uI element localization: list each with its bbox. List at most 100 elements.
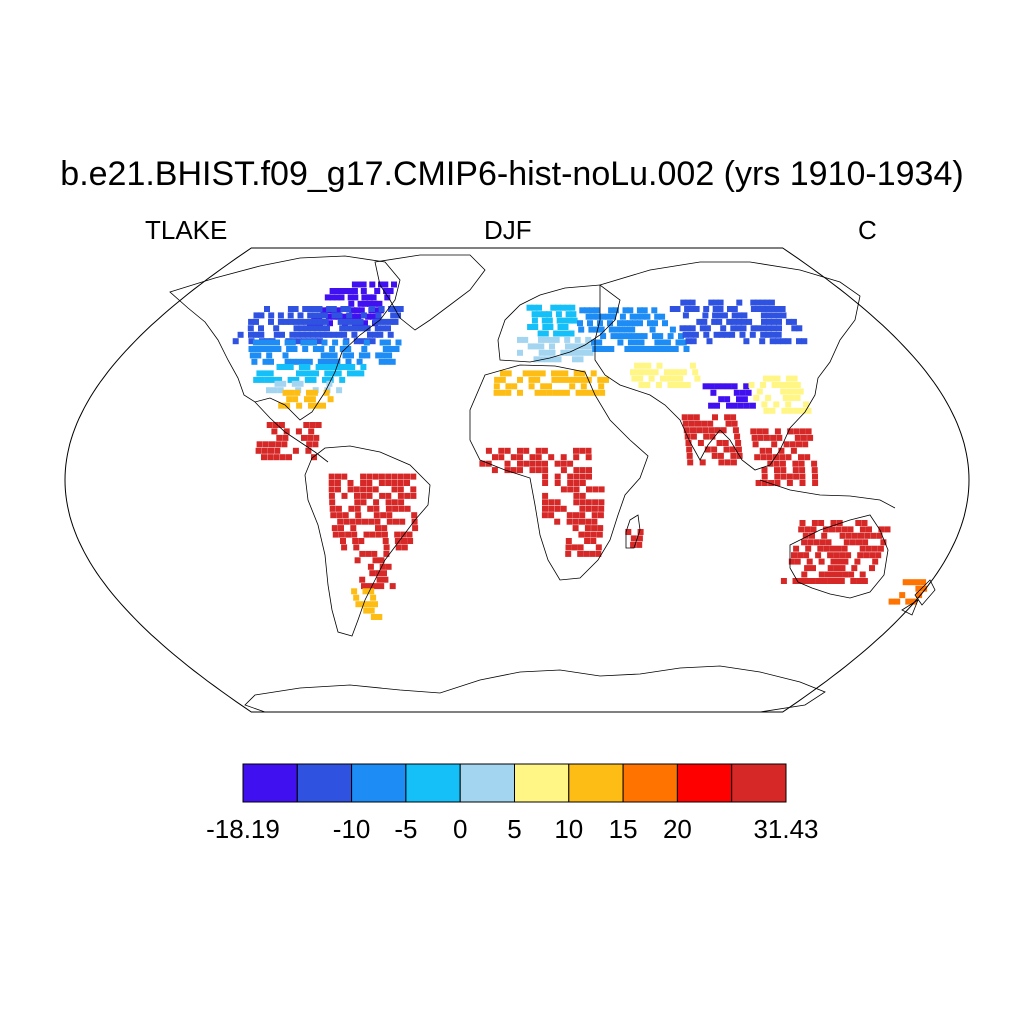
grid-cell: [323, 389, 330, 396]
colorbar-label: 10: [554, 814, 583, 844]
grid-cell: [293, 325, 300, 332]
grid-cell: [635, 346, 642, 352]
grid-cell: [810, 565, 816, 572]
grid-cell: [763, 375, 769, 382]
grid-cell: [760, 454, 767, 461]
grid-cell: [359, 338, 366, 345]
grid-cell: [785, 401, 792, 408]
grid-cell: [493, 389, 500, 396]
grid-cell: [369, 281, 376, 288]
grid-cell: [830, 558, 837, 565]
grid-cell: [687, 414, 694, 421]
grid-cell: [294, 389, 301, 396]
grid-cell: [382, 346, 389, 352]
grid-cell: [585, 447, 592, 454]
grid-cell: [815, 552, 822, 559]
grid-cell: [282, 389, 289, 396]
grid-cell: [827, 552, 834, 559]
grid-cell: [282, 318, 289, 325]
grid-cell: [712, 312, 719, 319]
grid-cell: [270, 346, 276, 352]
grid-cell: [286, 346, 293, 352]
grid-cell: [274, 447, 281, 454]
grid-cell: [567, 460, 574, 467]
grid-cell: [654, 339, 661, 346]
grid-cell: [274, 339, 280, 346]
grid-cell: [818, 571, 825, 578]
grid-cell: [340, 313, 347, 320]
grid-cell: [649, 326, 656, 333]
grid-cell: [548, 505, 555, 512]
grid-cell: [528, 383, 535, 390]
grid-cell: [313, 325, 320, 332]
grid-cell: [389, 358, 396, 365]
grid-cell: [554, 473, 561, 480]
grid-cell: [404, 492, 411, 499]
grid-cell: [393, 518, 399, 525]
grid-cell: [372, 601, 378, 608]
grid-cell: [567, 473, 574, 480]
grid-cell: [567, 486, 574, 493]
grid-cell: [579, 512, 586, 519]
grid-cell: [588, 307, 595, 314]
colorbar-label: 20: [663, 814, 692, 844]
coastline-indonesia: [759, 479, 896, 509]
grid-cell: [568, 376, 575, 383]
grid-cell: [355, 518, 362, 525]
grid-cell: [596, 339, 603, 346]
grid-cell: [714, 402, 720, 409]
grid-cell: [792, 578, 799, 584]
grid-cell: [849, 539, 856, 546]
grid-cell: [749, 402, 756, 409]
grid-cell: [842, 571, 849, 578]
grid-cell: [680, 339, 687, 346]
grid-cell: [736, 318, 743, 325]
grid-cell: [595, 544, 602, 551]
grid-cell: [517, 460, 523, 467]
grid-cell: [794, 434, 801, 441]
grid-cell: [352, 538, 359, 544]
grid-cell: [517, 389, 523, 396]
grid-cell: [741, 318, 748, 325]
grid-cell: [799, 473, 806, 480]
grid-cell: [362, 320, 368, 327]
grid-cell: [380, 352, 387, 359]
grid-cell: [731, 383, 738, 390]
grid-cell: [275, 346, 282, 352]
grid-cell: [845, 552, 852, 559]
grid-cell: [762, 428, 769, 435]
grid-cell: [326, 306, 333, 312]
grid-cell: [718, 396, 725, 403]
grid-cell: [542, 460, 548, 467]
grid-cell: [499, 376, 506, 383]
grid-cell: [318, 346, 325, 352]
grid-cell: [354, 307, 360, 314]
grid-cell: [268, 358, 274, 365]
grid-cell: [780, 312, 787, 319]
grid-cell: [528, 370, 535, 377]
grid-cell: [289, 331, 296, 338]
grid-cell: [328, 358, 335, 365]
colorbar-bin: [296, 763, 353, 803]
grid-cell: [785, 338, 792, 345]
grid-cell: [329, 499, 336, 506]
grid-cell: [310, 331, 317, 338]
grid-cell: [730, 459, 737, 466]
grid-cell: [532, 324, 539, 330]
grid-cell: [339, 325, 346, 332]
grid-cell: [550, 356, 556, 363]
grid-cell: [585, 518, 592, 525]
grid-cell: [760, 331, 767, 338]
grid-cell: [570, 343, 577, 350]
grid-cell: [374, 325, 381, 332]
grid-cell: [637, 529, 644, 535]
grid-cell: [761, 467, 768, 474]
grid-cell: [760, 312, 767, 319]
grid-cell: [341, 473, 348, 480]
grid-cell: [775, 338, 781, 345]
grid-cell: [579, 307, 586, 314]
grid-cell: [765, 312, 772, 319]
grid-cell: [542, 467, 549, 474]
